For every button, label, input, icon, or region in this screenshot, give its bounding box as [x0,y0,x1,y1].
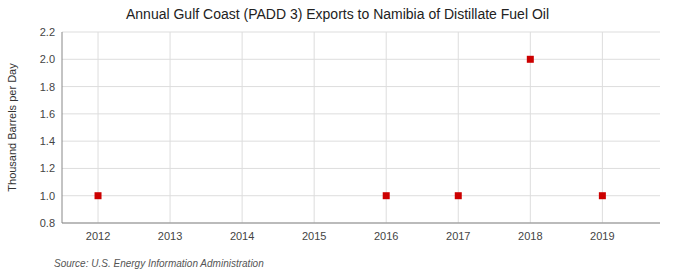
x-tick-label: 2015 [302,230,326,242]
ticks: 0.8 1.0 1.2 1.4 1.6 1.8 2.0 2.2 2012 2013 2014 2015… [40,26,615,242]
y-tick-label: 2.0 [40,53,55,65]
y-tick-label: 1.0 [40,190,55,202]
grid [62,32,660,223]
x-tick-label: 2016 [374,230,398,242]
x-tick-label: 2012 [86,230,110,242]
x-tick-label: 2019 [590,230,614,242]
chart: Annual Gulf Coast (PADD 3) Exports to Na… [0,0,675,275]
points [95,56,606,199]
y-grid-line [62,168,660,169]
x-tick-label: 2013 [158,230,182,242]
point [383,192,390,199]
y-grid-line [62,195,660,196]
y-grid-line [62,86,660,87]
x-grid-line [170,32,171,223]
title: Annual Gulf Coast (PADD 3) Exports to Na… [126,6,549,22]
x-tick-label: 2017 [446,230,470,242]
y-tick-label: 1.4 [40,135,55,147]
y-tick-label: 2.2 [40,26,55,38]
y-grid-line [62,141,660,142]
x-grid-line [314,32,315,223]
y-tick-label: 1.2 [40,162,55,174]
point [455,192,462,199]
y-grid-line [62,113,660,114]
y-tick-label: 0.8 [40,217,55,229]
point [527,56,534,63]
y-grid-line [62,59,660,60]
x-tick-label: 2018 [518,230,542,242]
point [95,192,102,199]
y-tick-label: 1.8 [40,81,55,93]
point [599,192,606,199]
x-axis-line [62,223,660,224]
y-axis-line [62,32,63,223]
y-grid-line [62,32,660,33]
x-tick-label: 2014 [230,230,254,242]
y-axis-label: Thousand Barrels per Day [6,63,18,192]
x-grid-line [242,32,243,223]
y-grid-line [62,223,660,224]
y-tick-label: 1.6 [40,108,55,120]
source-note: Source: U.S. Energy Information Administ… [54,258,264,269]
